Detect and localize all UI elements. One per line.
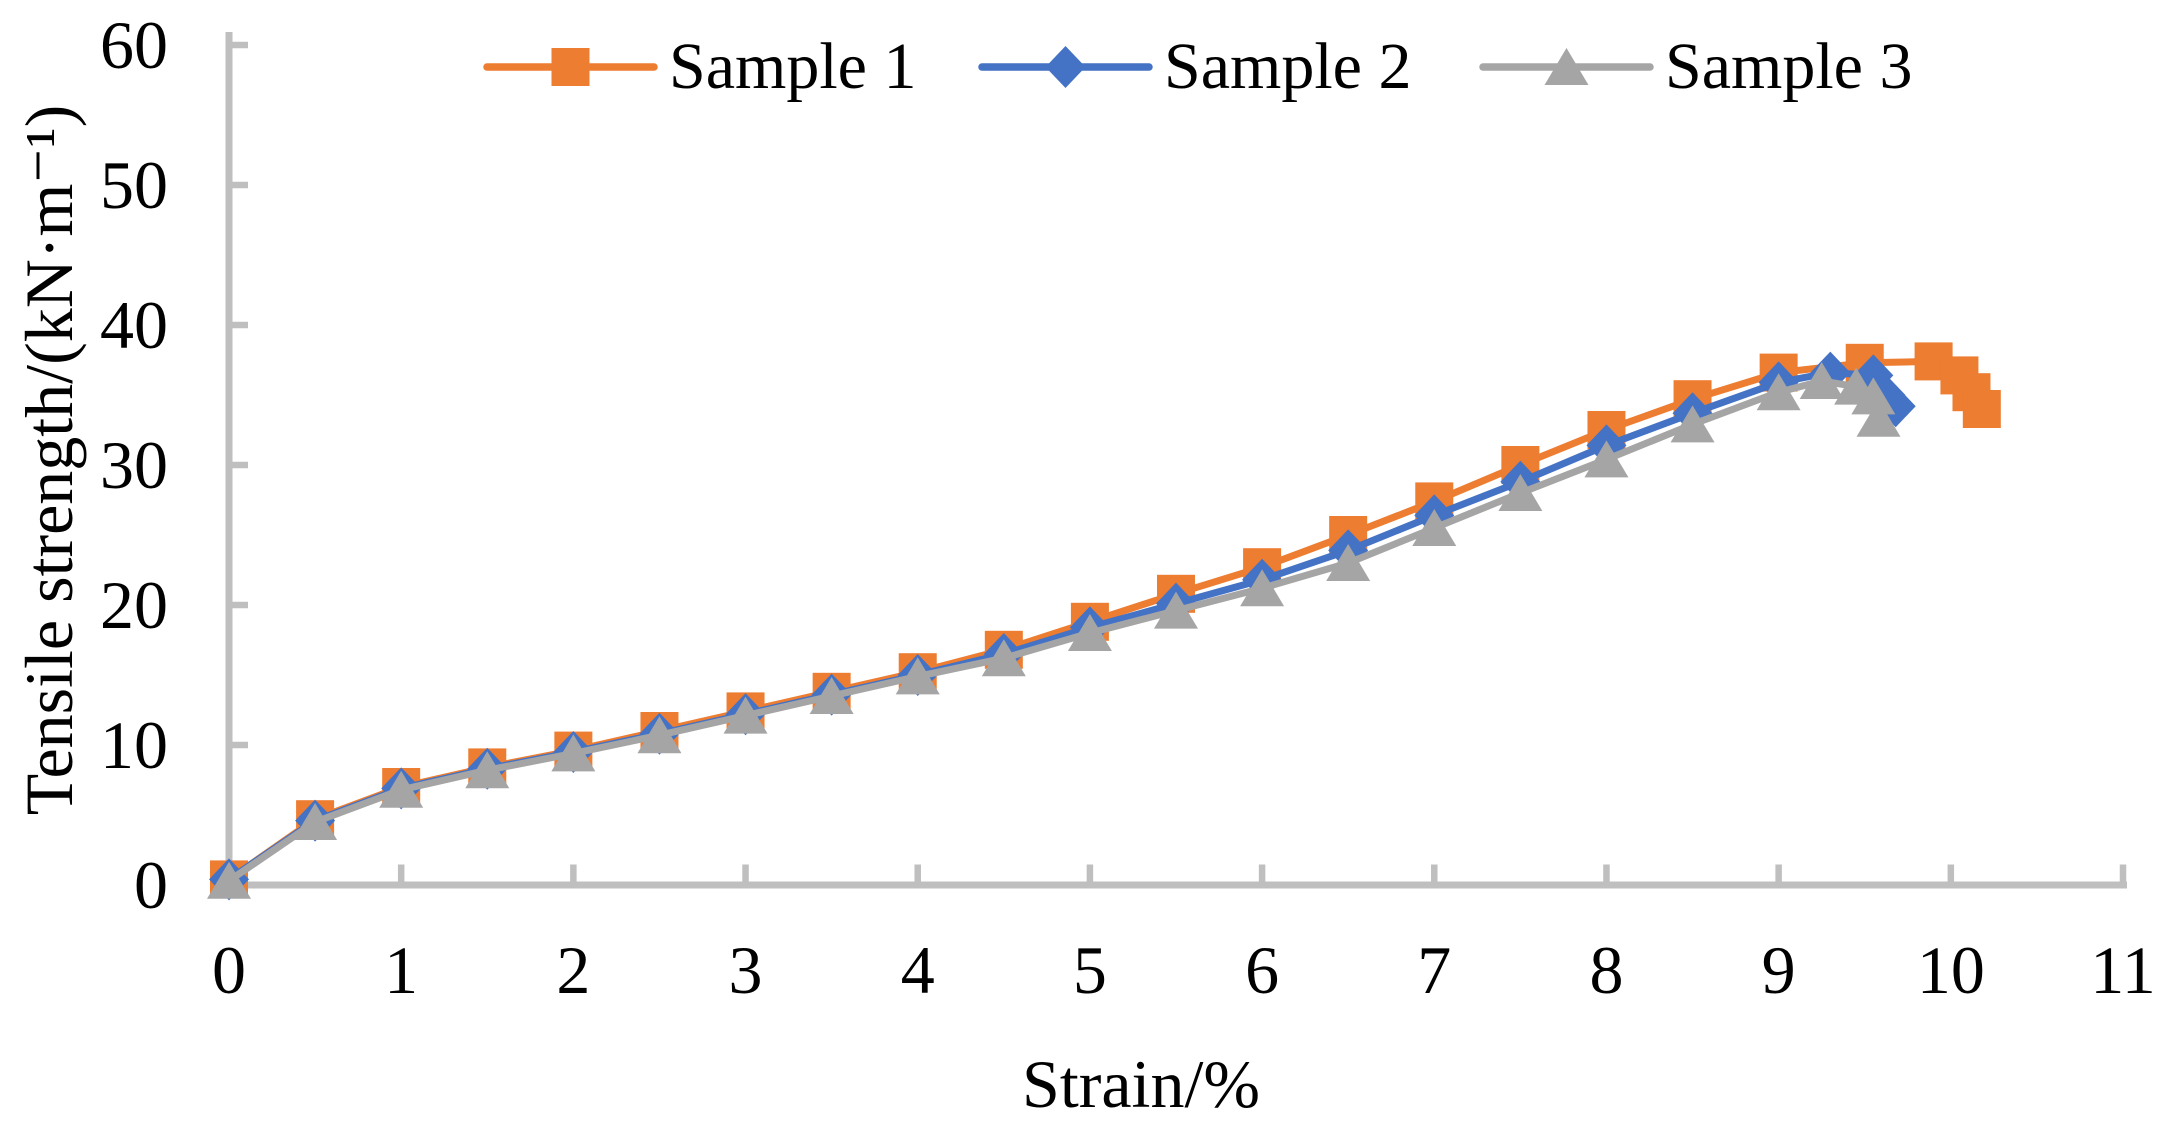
- x-tick-label: 9: [1762, 932, 1796, 1008]
- triangle-marker: [1154, 591, 1198, 629]
- x-tick-label: 3: [729, 932, 763, 1008]
- legend-label: Sample 2: [1164, 30, 1411, 103]
- y-tick-label: 30: [100, 427, 168, 503]
- triangle-marker: [1498, 474, 1543, 511]
- triangle-marker: [809, 677, 854, 714]
- labels-layer: Strain/% Tensile strength/(kN·m⁻¹): [11, 105, 1260, 1122]
- square-marker: [1962, 390, 2001, 428]
- legend-item-1: Sample 1: [483, 30, 916, 103]
- legend-diamond-marker: [1045, 46, 1086, 88]
- y-tick-label: 20: [100, 567, 168, 643]
- series-2-diamond: [209, 351, 1916, 901]
- triangle-marker: [1670, 405, 1715, 443]
- triangle-marker: [1326, 544, 1371, 581]
- x-axis-title: Strain/%: [1022, 1046, 1260, 1122]
- series-layer: [207, 342, 2001, 901]
- triangle-marker: [1412, 509, 1457, 546]
- y-tick-label: 60: [100, 7, 168, 83]
- triangle-marker: [1799, 362, 1844, 399]
- y-tick-label: 50: [100, 147, 168, 223]
- x-tick-label: 11: [2090, 932, 2155, 1008]
- triangle-marker: [551, 734, 596, 772]
- triangle-marker: [379, 770, 424, 808]
- x-tick-label: 6: [1245, 932, 1279, 1008]
- series-line: [225, 369, 1900, 883]
- triangle-marker: [1856, 399, 1901, 437]
- triangle-marker: [1067, 614, 1112, 651]
- y-tick-label: 40: [100, 287, 168, 363]
- x-tick-label: 8: [1589, 932, 1623, 1008]
- triangle-marker: [895, 657, 940, 695]
- x-tick-label: 0: [212, 932, 246, 1008]
- y-axis-title: Tensile strength/(kN·m⁻¹): [11, 105, 87, 816]
- series-3-triangle: [207, 362, 1901, 899]
- y-tick-label: 10: [100, 707, 168, 783]
- triangle-marker: [1584, 440, 1629, 478]
- triangle-marker: [981, 639, 1026, 677]
- x-tick-label: 10: [1917, 932, 1985, 1008]
- legend-item-2: Sample 2: [978, 30, 1411, 103]
- x-tick-label: 5: [1073, 932, 1107, 1008]
- legend-layer: Sample 1 Sample 2 Sample 3: [483, 30, 1912, 103]
- legend-label: Sample 3: [1665, 30, 1912, 103]
- triangle-marker: [207, 861, 251, 899]
- triangle-marker: [1756, 373, 1801, 411]
- triangle-marker: [723, 696, 768, 734]
- triangle-marker: [293, 803, 338, 840]
- triangle-marker: [465, 751, 510, 789]
- legend-label: Sample 1: [669, 30, 916, 103]
- legend-item-3: Sample 3: [1479, 30, 1912, 103]
- triangle-marker: [1240, 569, 1285, 607]
- triangle-marker: [637, 716, 682, 754]
- axes-layer: 0 10 20 30 40 50 60 0 1 2 3 4 5 6 7 8 9 10 11: [100, 7, 2156, 1008]
- x-tick-label: 1: [384, 932, 418, 1008]
- triangle-marker: [1851, 377, 1896, 415]
- x-tick-label: 2: [556, 932, 590, 1008]
- x-tick-label: 4: [901, 932, 935, 1008]
- x-tick-label: 7: [1417, 932, 1451, 1008]
- legend-triangle-marker: [1544, 48, 1589, 85]
- legend-square-marker: [551, 48, 590, 86]
- y-tick-label: 0: [134, 847, 168, 923]
